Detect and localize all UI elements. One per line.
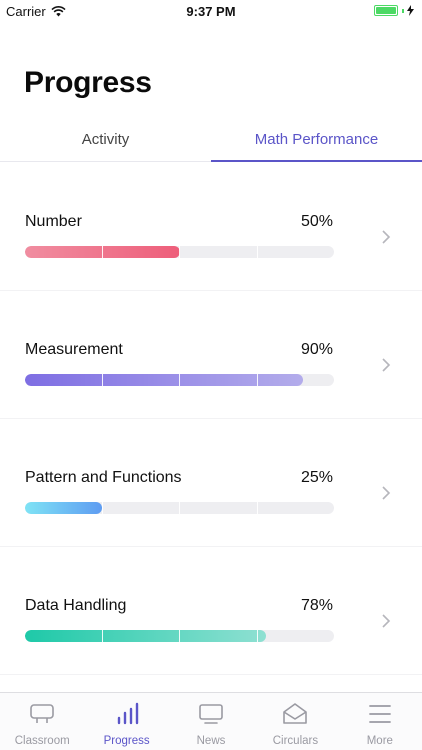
charging-icon: [407, 5, 414, 16]
progress-bar: [25, 630, 334, 642]
row-percentage: 50%: [300, 213, 333, 230]
tabbar-item-more[interactable]: More: [338, 693, 422, 750]
tabbar-label: More: [366, 735, 393, 747]
row-percentage: 90%: [300, 341, 333, 358]
progress-icon: [117, 702, 138, 725]
chevron-right-icon: [382, 230, 391, 244]
row-label: Measurement: [25, 341, 123, 358]
row-percentage: 25%: [300, 469, 333, 486]
chevron-right-icon: [382, 486, 391, 500]
active-tab-indicator: [211, 160, 422, 162]
bottom-tab-bar: Classroom Progress News Circulars More: [0, 692, 422, 750]
progress-bar: [25, 246, 334, 258]
classroom-icon: [30, 704, 55, 723]
row-percentage: 78%: [300, 597, 333, 614]
performance-row-data-handling[interactable]: Data Handling 78%: [0, 547, 422, 675]
chevron-right-icon: [382, 358, 391, 372]
progress-fill: [25, 502, 103, 514]
performance-row-pattern-functions[interactable]: Pattern and Functions 25%: [0, 419, 422, 547]
battery-icon: [374, 5, 398, 16]
wifi-icon: [51, 6, 66, 17]
tabbar-item-progress[interactable]: Progress: [84, 693, 168, 750]
carrier-label: Carrier: [6, 4, 46, 19]
more-icon: [368, 705, 391, 723]
progress-bar: [25, 374, 334, 386]
progress-fill: [25, 630, 267, 642]
tabbar-label: Progress: [103, 735, 150, 747]
row-label: Pattern and Functions: [25, 469, 182, 486]
tabbar-item-classroom[interactable]: Classroom: [0, 693, 84, 750]
circulars-icon: [283, 703, 308, 724]
tabbar-label: Classroom: [14, 735, 70, 747]
tabbar-label: Circulars: [272, 735, 319, 747]
status-time: 9:37 PM: [186, 4, 236, 19]
row-label: Data Handling: [25, 597, 127, 614]
tabbar-item-circulars[interactable]: Circulars: [253, 693, 337, 750]
tabbar-label: News: [196, 735, 226, 747]
progress-fill: [25, 374, 304, 386]
tab-activity[interactable]: Activity: [81, 131, 130, 148]
performance-list: Number 50% Measurement 90% Pattern and F…: [0, 163, 422, 675]
progress-bar: [25, 502, 334, 514]
performance-row-measurement[interactable]: Measurement 90%: [0, 291, 422, 419]
tabbar-item-news[interactable]: News: [169, 693, 253, 750]
status-bar: Carrier 9:37 PM: [0, 0, 422, 22]
page-title: Progress: [24, 66, 152, 99]
segment-tabs: Activity Math Performance: [0, 118, 422, 162]
news-icon: [199, 704, 223, 724]
tab-math-performance[interactable]: Math Performance: [254, 131, 379, 148]
chevron-right-icon: [382, 614, 391, 628]
row-label: Number: [25, 213, 82, 230]
performance-row-number[interactable]: Number 50%: [0, 163, 422, 291]
